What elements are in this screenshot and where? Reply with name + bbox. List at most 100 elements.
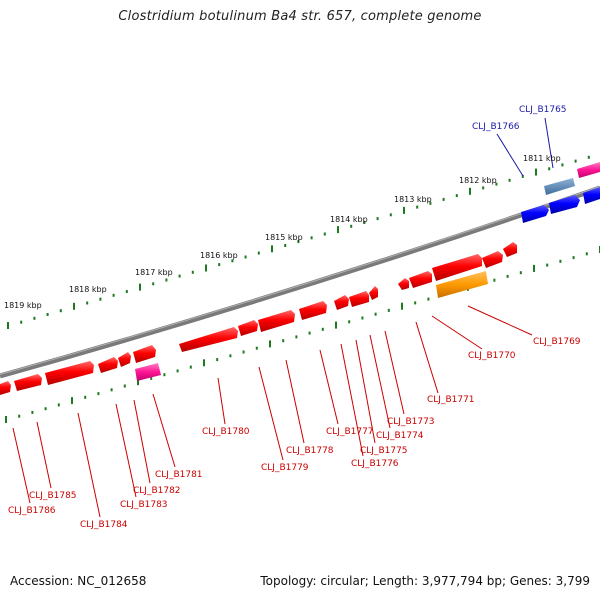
minor-tick (455, 194, 458, 198)
forward-tick-track (7, 155, 590, 329)
minor-tick (559, 259, 562, 263)
gene-feature[interactable] (133, 345, 156, 363)
reverse-tick-track (5, 246, 600, 423)
minor-tick (123, 384, 126, 388)
gene-feature[interactable] (482, 251, 503, 268)
minor-tick (521, 174, 524, 178)
gene-feature[interactable] (577, 162, 600, 178)
minor-tick (165, 278, 168, 282)
gene-label-clj_b1782[interactable]: CLJ_B1782 (133, 486, 181, 496)
minor-tick (86, 301, 89, 305)
leader-line (431, 315, 483, 350)
gene-label-clj_b1774[interactable]: CLJ_B1774 (376, 431, 424, 441)
kbp-label: 1811 kbp (523, 154, 561, 163)
gene-feature[interactable] (432, 254, 482, 281)
gene-feature[interactable] (0, 381, 11, 395)
minor-tick (310, 236, 313, 240)
minor-tick (387, 308, 390, 312)
gene-label-clj_b1776[interactable]: CLJ_B1776 (351, 459, 399, 469)
minor-tick (33, 316, 36, 320)
minor-tick (585, 252, 588, 256)
leader-line (12, 427, 31, 504)
kbp-label: 1816 kbp (200, 251, 238, 260)
gene-feature[interactable] (544, 178, 575, 195)
gene-feature[interactable] (369, 286, 378, 300)
gene-feature[interactable] (258, 310, 295, 332)
gene-feature[interactable] (583, 187, 600, 204)
gene-label-clj_b1777[interactable]: CLJ_B1777 (326, 427, 374, 437)
gene-label-clj_b1779[interactable]: CLJ_B1779 (261, 463, 309, 473)
leader-line (496, 133, 524, 177)
kbp-scale-labels: 1811 kbp 1812 kbp 1813 kbp 1814 kbp 1815 kbp… (4, 154, 561, 310)
gene-label-clj_b1783[interactable]: CLJ_B1783 (120, 500, 168, 510)
gene-feature[interactable] (436, 271, 488, 298)
gene-label-clj_b1785[interactable]: CLJ_B1785 (29, 491, 77, 501)
leader-line (217, 377, 226, 425)
minor-tick (519, 271, 522, 275)
gene-feature[interactable] (549, 195, 580, 214)
gene-label-clj_b1775[interactable]: CLJ_B1775 (360, 446, 408, 456)
leader-line (133, 399, 151, 484)
gene-feature[interactable] (299, 301, 327, 320)
gene-feature[interactable] (503, 242, 517, 257)
gene-feature[interactable] (409, 271, 432, 288)
gene-feature[interactable] (98, 357, 118, 373)
gene-feature[interactable] (238, 320, 258, 336)
gene-feature[interactable] (334, 295, 349, 310)
leader-line (319, 349, 339, 425)
leader-line (115, 403, 137, 498)
gene-labels: CLJ_B1765 CLJ_B1766 CLJ_B1769 CLJ_B1770 CLJ_… (8, 105, 581, 530)
minor-tick (176, 369, 179, 373)
minor-tick (546, 263, 549, 267)
genome-summary-text: Topology: circular; Length: 3,977,794 bp… (260, 574, 590, 588)
gene-label-clj_b1773[interactable]: CLJ_B1773 (387, 417, 435, 427)
minor-tick (18, 414, 21, 418)
gene-feature[interactable] (349, 291, 369, 307)
gene-feature[interactable] (398, 278, 409, 290)
minor-tick (244, 255, 247, 259)
minor-tick (97, 392, 100, 396)
minor-tick (442, 197, 445, 201)
gene-feature[interactable] (45, 361, 94, 385)
gene-label-clj_b1781[interactable]: CLJ_B1781 (155, 470, 203, 480)
leader-line (36, 421, 52, 489)
leader-line (258, 366, 284, 461)
minor-tick (493, 278, 496, 282)
minor-tick (416, 205, 419, 209)
gene-label-clj_b1770[interactable]: CLJ_B1770 (468, 351, 516, 361)
leader-line (544, 117, 554, 169)
minor-tick (427, 297, 430, 301)
major-tick (535, 168, 537, 176)
major-tick (533, 264, 535, 272)
gene-feature[interactable] (118, 352, 131, 367)
gene-label-clj_b1780[interactable]: CLJ_B1780 (202, 427, 250, 437)
gene-label-clj_b1778[interactable]: CLJ_B1778 (286, 446, 334, 456)
major-tick (401, 302, 403, 310)
minor-tick (99, 297, 102, 301)
minor-tick (374, 312, 377, 316)
genome-backbone-highlight (0, 186, 600, 375)
gene-feature[interactable] (14, 374, 42, 391)
gene-feature[interactable] (179, 327, 238, 352)
minor-tick (587, 155, 590, 159)
gene-label-clj_b1771[interactable]: CLJ_B1771 (427, 395, 475, 405)
gene-label-clj_b1765[interactable]: CLJ_B1765 (519, 105, 567, 115)
gene-label-clj_b1786[interactable]: CLJ_B1786 (8, 506, 56, 516)
minor-tick (308, 331, 311, 335)
major-tick (7, 322, 9, 329)
gene-label-clj_b1784[interactable]: CLJ_B1784 (80, 520, 128, 530)
minor-tick (561, 163, 564, 167)
minor-tick (574, 159, 577, 163)
major-tick (469, 187, 471, 195)
minor-tick (46, 313, 49, 316)
gene-feature[interactable] (521, 205, 549, 223)
map-title: Clostridium botulinum Ba4 str. 657, comp… (118, 9, 482, 24)
gene-feature[interactable] (135, 363, 161, 381)
minor-tick (231, 259, 234, 263)
label-leader-lines (12, 117, 554, 518)
gene-label-clj_b1766[interactable]: CLJ_B1766 (472, 122, 520, 132)
leader-line (415, 321, 439, 394)
kbp-label: 1818 kbp (69, 285, 107, 294)
minor-tick (152, 282, 155, 286)
gene-label-clj_b1769[interactable]: CLJ_B1769 (533, 337, 581, 347)
